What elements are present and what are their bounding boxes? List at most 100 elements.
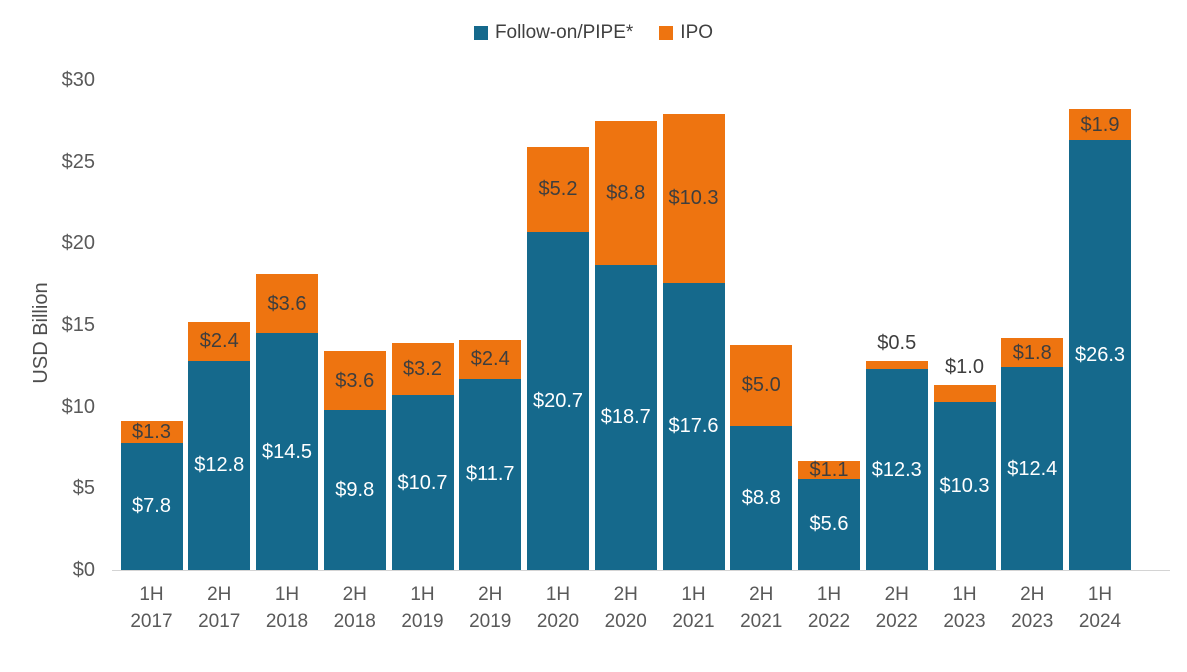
y-tick-label-5: $5 [72,477,95,500]
legend-label-follow-on-pipe: Follow-on/PIPE* [494,22,634,43]
value-label-follow-on-pipe: $12.4 [1007,457,1058,480]
segment-ipo [865,360,928,370]
value-label-follow-on-pipe: $17.6 [668,415,719,438]
bar-2h-2020: $18.7 $8.8 [594,120,657,570]
segment-ipo [798,460,860,479]
value-label-follow-on-pipe: $10.7 [397,471,448,494]
x-label-2h-2021: 2H 2021 [740,584,783,632]
x-label-1h-2019: 1H 2019 [401,584,444,632]
segment-ipo [1069,109,1131,141]
value-label-follow-on-pipe: $12.3 [871,458,922,481]
segment-follow-on-pipe [798,478,860,570]
y-tick-label-10: $10 [61,395,95,418]
segment-ipo [662,114,725,283]
x-label-1h-2022: 1H 2022 [807,584,851,632]
bar-1h-2023: $10.3 $1.0 [933,356,996,570]
bar-1h-2021: $17.6 $10.3 [662,114,725,570]
segment-follow-on-pipe [256,333,318,570]
legend-swatch-follow-on-pipe-icon [473,26,488,40]
x-label-2h-2020: 2H 2020 [604,584,647,632]
bar-1h-2019: $10.7 $3.2 [391,342,454,570]
segment-ipo [188,321,251,361]
segment-ipo [391,342,454,396]
segment-ipo [1001,338,1064,368]
segment-follow-on-pipe [662,282,725,570]
value-label-ipo: $5.0 [741,374,781,397]
y-tick-label-30: $30 [61,69,95,91]
y-tick-label-25: $25 [61,150,95,173]
x-label-1h-2024: 1H 2024 [1078,584,1122,632]
segment-ipo [323,351,386,410]
value-label-follow-on-pipe: $18.7 [600,406,651,429]
x-label-2h-2017: 2H 2017 [198,584,241,632]
bar-2h-2018: $9.8 $3.6 [323,351,386,570]
x-label-1h-2023: 1H 2023 [943,584,986,632]
value-label-follow-on-pipe: $20.7 [532,389,584,412]
segment-follow-on-pipe [120,442,183,570]
x-label-2h-2023: 2H 2023 [1011,584,1054,632]
segment-follow-on-pipe [188,360,251,570]
value-label-ipo: $3.6 [267,292,307,315]
segment-follow-on-pipe [391,395,454,570]
value-label-ipo: $1.8 [1012,341,1052,364]
y-tick-label-20: $20 [61,232,95,255]
value-label-follow-on-pipe: $10.3 [939,474,990,497]
segment-ipo [933,385,996,402]
x-label-1h-2021: 1H 2021 [672,584,715,632]
legend: Follow-on/PIPE* IPO [0,22,1187,44]
segment-ipo [594,120,657,265]
x-label-1h-2020: 1H 2020 [536,584,580,632]
bar-1h-2022: $5.6 $1.1 [798,459,860,570]
segment-follow-on-pipe [1069,140,1131,570]
bar-2h-2021: $8.8 $5.0 [730,344,793,570]
legend-swatch-ipo-icon [659,26,674,40]
segment-follow-on-pipe [459,378,522,570]
segment-follow-on-pipe [527,231,589,570]
segment-ipo [730,344,793,427]
segment-follow-on-pipe [865,369,928,570]
segment-follow-on-pipe [594,264,657,570]
value-label-ipo: $3.2 [403,358,442,381]
value-label-ipo: $8.8 [606,181,646,204]
bar-2h-2019: $11.7 $2.4 [459,339,522,570]
bar-1h-2018: $14.5 $3.6 [256,274,318,570]
value-label-follow-on-pipe: $12.8 [194,454,245,477]
value-label-follow-on-pipe: $11.7 [465,463,515,486]
legend-item-follow-on-pipe: Follow-on/PIPE* [473,22,634,44]
segment-ipo [459,339,522,379]
segment-ipo [256,274,318,334]
value-label-ipo: $0.5 [877,331,917,354]
value-label-follow-on-pipe: $14.5 [261,440,313,463]
bar-2h-2017: $12.8 $2.4 [188,321,251,570]
value-label-ipo: $1.0 [945,356,984,379]
segment-follow-on-pipe [730,426,793,570]
y-tick-label-15: $15 [61,314,95,336]
x-label-1h-2017: 1H 2017 [130,584,173,632]
value-label-follow-on-pipe: $9.8 [335,478,375,501]
value-label-follow-on-pipe: $26.3 [1074,344,1126,367]
legend-item-ipo: IPO [659,22,713,44]
bar-2h-2022: $12.3 $0.5 [865,332,928,570]
bar-1h-2020: $20.7 $5.2 [527,146,589,570]
x-axis-line [112,570,1170,571]
segment-ipo [527,146,589,232]
value-label-ipo: $1.3 [132,420,171,443]
x-label-1h-2018: 1H 2018 [265,584,309,632]
segment-ipo [120,421,183,443]
value-label-ipo: $2.4 [199,330,239,353]
y-tick-label-0: $0 [72,559,95,581]
x-label-2h-2019: 2H 2019 [469,584,512,632]
value-label-follow-on-pipe: $5.6 [809,513,849,536]
bar-1h-2017: $7.8 $1.3 [120,421,183,570]
value-label-follow-on-pipe: $8.8 [741,487,781,510]
value-label-ipo: $5.2 [538,178,578,201]
value-label-ipo: $1.1 [809,458,849,481]
value-label-ipo: $3.6 [335,369,375,392]
value-label-ipo: $2.4 [470,348,510,371]
bar-2h-2023: $12.4 $1.8 [1001,338,1064,570]
x-label-2h-2018: 2H 2018 [333,584,376,632]
segment-follow-on-pipe [1001,367,1064,570]
legend-label-ipo: IPO [680,22,714,43]
segment-follow-on-pipe [933,401,996,570]
